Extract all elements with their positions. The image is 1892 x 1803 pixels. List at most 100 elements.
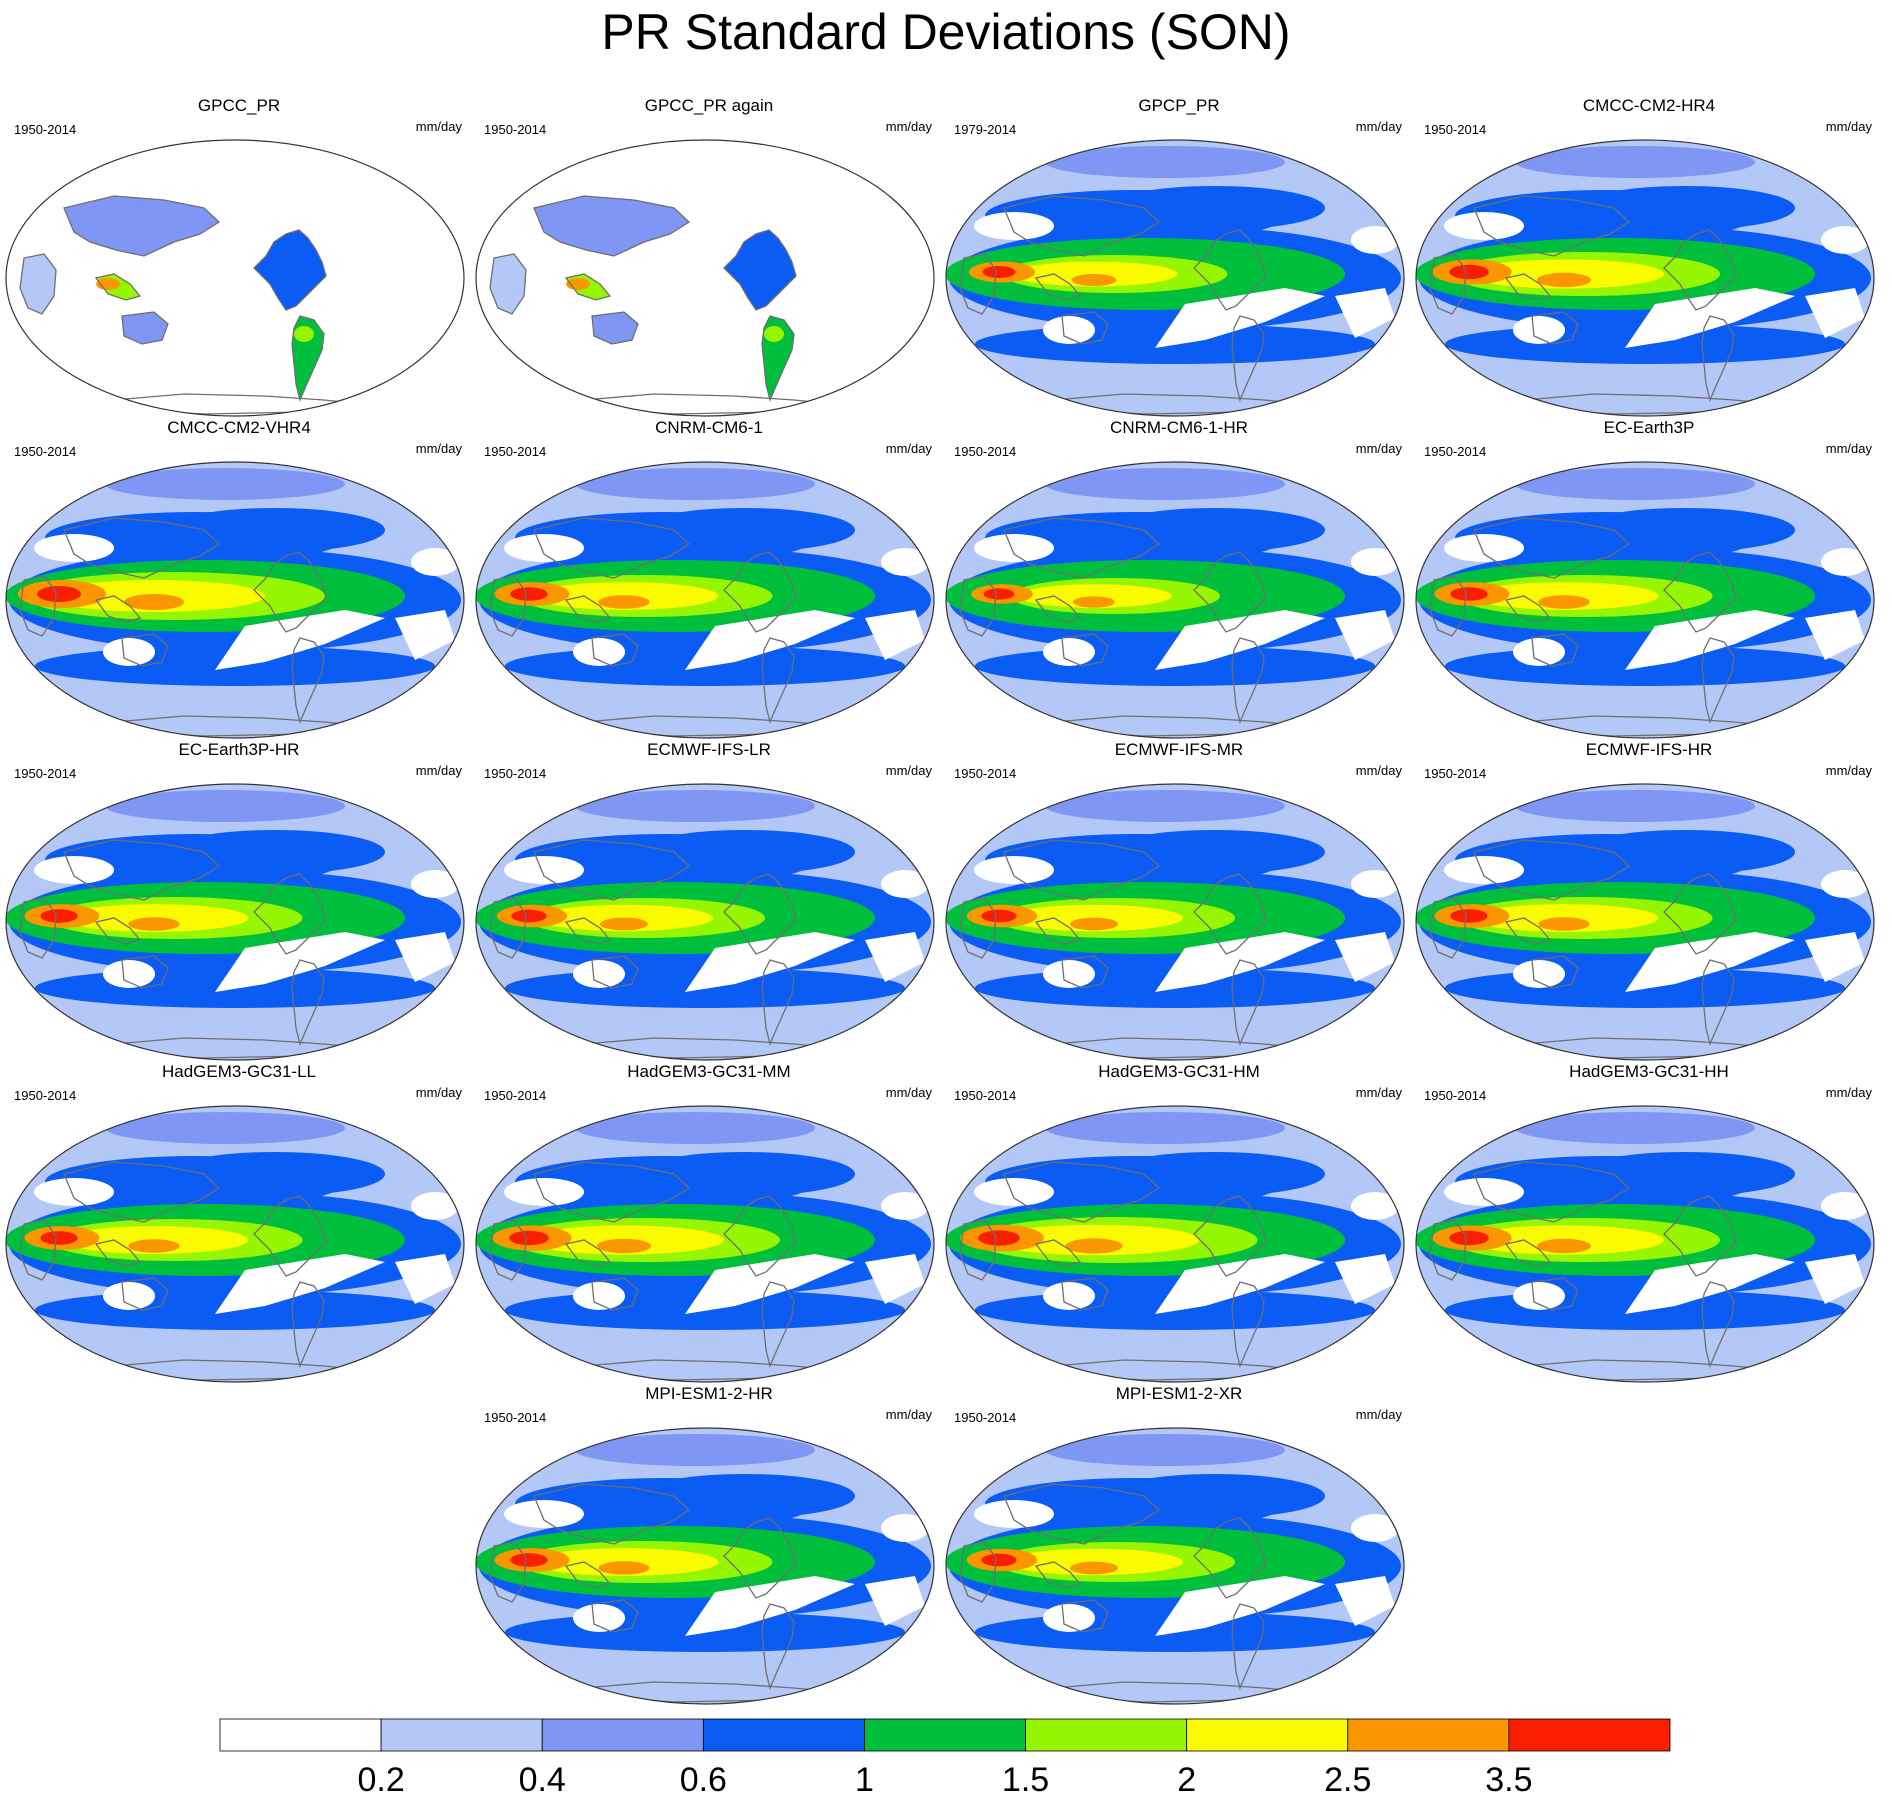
coastline <box>533 1161 691 1223</box>
arctic-mid <box>1045 1434 1285 1466</box>
map-panel: GPCP_PR 1979-2014 mm/day <box>944 96 1414 417</box>
colorbar-tick-label: 0.4 <box>518 1761 566 1799</box>
dry-zone-se-atlantic <box>1335 288 1395 338</box>
map-panel: EC-Earth3P-HR 1950-2014 mm/day <box>4 740 474 1061</box>
tropical-band-yellow <box>1012 261 1178 287</box>
map-fill-ocean <box>6 140 464 416</box>
coastline <box>1473 517 1631 579</box>
coastline <box>723 1517 797 1599</box>
coastline <box>591 311 639 345</box>
coastline <box>1531 633 1579 667</box>
map-border <box>5 783 465 1061</box>
map-border <box>1415 139 1875 417</box>
maritime-continent-max <box>566 278 590 290</box>
land-precip-region <box>20 254 56 314</box>
coastline <box>1663 873 1737 955</box>
indian-ocean-max-red <box>40 1231 78 1245</box>
indian-ocean-max-red <box>510 1553 548 1567</box>
colorbar-swatch <box>380 1718 543 1752</box>
panel-title: ECMWF-IFS-MR <box>1114 740 1244 759</box>
map-plot <box>475 139 935 417</box>
coastline <box>1504 273 1552 301</box>
map-border <box>1415 461 1875 739</box>
map-border <box>1415 783 1875 1061</box>
arctic-mid <box>1045 468 1285 500</box>
coastline <box>959 1219 997 1281</box>
coastline <box>253 1195 327 1277</box>
map-plot <box>945 783 1405 1061</box>
map-plot <box>475 1105 935 1383</box>
pacific-max-orange <box>600 917 648 931</box>
coastline <box>1034 595 1082 623</box>
panel-period: 1950-2014 <box>14 766 77 781</box>
colorbar <box>219 1718 1671 1752</box>
dry-zone-eurasia <box>1444 212 1524 240</box>
indian-ocean-max-red <box>510 587 548 601</box>
coastline <box>1061 311 1109 345</box>
coastline <box>761 637 795 725</box>
colorbar-tick-label: 1.5 <box>1001 1761 1050 1799</box>
antarctic-low <box>985 1332 1365 1376</box>
map-panel: CNRM-CM6-1 1950-2014 mm/day <box>474 418 944 739</box>
map-field <box>6 1106 464 1382</box>
panel-title: EC-Earth3P <box>1603 418 1695 437</box>
panel-period: 1950-2014 <box>1424 1088 1487 1103</box>
dry-zone-se-pacific <box>1625 288 1795 348</box>
coastline <box>1504 1239 1552 1267</box>
indian-ocean-max-red <box>983 588 1015 600</box>
arctic-mid <box>1045 1112 1285 1144</box>
tropical-band-yellow <box>1018 584 1172 608</box>
coastline <box>1701 959 1735 1047</box>
antarctic-low <box>45 1332 425 1376</box>
antarctic-low <box>1455 1332 1835 1376</box>
dry-zone-se-pacific <box>1155 610 1325 670</box>
pacific-max-orange <box>128 1239 180 1253</box>
antarctic-low <box>985 366 1365 410</box>
storm-track-north-pacific <box>635 1152 855 1196</box>
map-plot <box>1415 1105 1875 1383</box>
indian-ocean-max-red <box>37 586 81 602</box>
pacific-max-orange <box>1073 596 1115 608</box>
coastline <box>564 917 612 945</box>
coastline <box>1473 839 1631 901</box>
arctic-mid <box>1515 146 1755 178</box>
indian-ocean-max-red <box>978 1230 1020 1246</box>
panel-period: 1950-2014 <box>954 444 1017 459</box>
antarctic-low <box>515 1010 895 1054</box>
panel-title: GPCP_PR <box>1138 96 1220 115</box>
coastline <box>1003 195 1161 257</box>
coastline <box>591 633 639 667</box>
arctic-mid <box>1515 1112 1755 1144</box>
coastline <box>959 253 997 315</box>
dry-zone-australia <box>573 1604 625 1632</box>
dry-zone-se-atlantic <box>1805 932 1865 982</box>
coastline <box>121 633 169 667</box>
map-border <box>945 1105 1405 1383</box>
coastline <box>291 315 325 403</box>
panel-period: 1950-2014 <box>1424 766 1487 781</box>
coastline <box>489 897 527 959</box>
coastline <box>533 1483 691 1545</box>
indian-ocean-max-red <box>509 1230 549 1246</box>
dry-zone-n-atlantic <box>881 1192 929 1220</box>
panel-units: mm/day <box>1355 763 1402 778</box>
indian-ocean-max-red <box>1450 909 1488 923</box>
dry-zone-se-atlantic <box>1805 610 1865 660</box>
antarctic-low <box>1455 366 1835 410</box>
colorbar-swatch <box>864 1718 1026 1752</box>
indian-ocean-max-red <box>1449 264 1489 280</box>
dry-zone-se-pacific <box>1155 1576 1325 1636</box>
panel-title: CNRM-CM6-1 <box>655 418 763 437</box>
coastline <box>1193 229 1267 311</box>
storm-track-north-pacific <box>1105 1474 1325 1518</box>
dry-zone-australia <box>1513 316 1565 344</box>
panel-title: CMCC-CM2-VHR4 <box>167 418 311 437</box>
coastline <box>1701 315 1735 403</box>
pacific-max-orange <box>1070 1561 1118 1575</box>
colorbar-tick-label: 3.5 <box>1485 1761 1533 1799</box>
map-plot <box>5 783 465 1061</box>
panel-units: mm/day <box>1825 119 1872 134</box>
dry-zone-se-pacific <box>215 610 385 670</box>
arctic-mid <box>1515 790 1755 822</box>
pacific-max-orange <box>1537 272 1591 288</box>
